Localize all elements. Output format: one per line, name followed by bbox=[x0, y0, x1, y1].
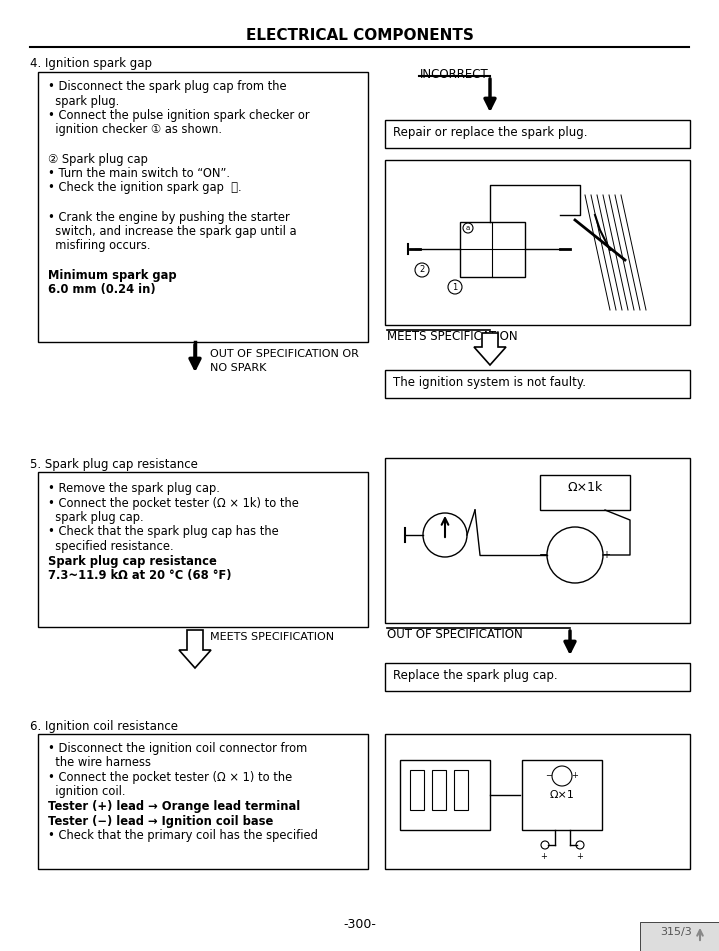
Bar bbox=[540, 475, 630, 510]
Text: a: a bbox=[466, 225, 470, 231]
Bar bbox=[38, 472, 368, 627]
Text: • Crank the engine by pushing the starter: • Crank the engine by pushing the starte… bbox=[48, 210, 290, 223]
Text: +: + bbox=[572, 771, 579, 781]
Bar bbox=[385, 734, 690, 869]
Text: NO SPARK: NO SPARK bbox=[210, 363, 266, 373]
Text: +: + bbox=[541, 852, 547, 861]
Text: • Connect the pocket tester (Ω × 1k) to the: • Connect the pocket tester (Ω × 1k) to … bbox=[48, 496, 299, 510]
Text: Spark plug cap resistance: Spark plug cap resistance bbox=[48, 554, 216, 568]
Text: INCORRECT: INCORRECT bbox=[420, 68, 489, 81]
Text: Ω×1: Ω×1 bbox=[549, 790, 574, 800]
Text: switch, and increase the spark gap until a: switch, and increase the spark gap until… bbox=[48, 225, 297, 238]
Bar bbox=[385, 160, 690, 325]
Text: 7.3~11.9 kΩ at 20 °C (68 °F): 7.3~11.9 kΩ at 20 °C (68 °F) bbox=[48, 569, 232, 582]
Text: 1: 1 bbox=[452, 282, 457, 292]
Bar bbox=[432, 770, 446, 810]
Text: 315/3: 315/3 bbox=[660, 927, 692, 937]
Bar bbox=[410, 770, 424, 810]
Text: • Check that the primary coil has the specified: • Check that the primary coil has the sp… bbox=[48, 829, 318, 842]
Text: • Turn the main switch to “ON”.: • Turn the main switch to “ON”. bbox=[48, 167, 230, 180]
Text: Tester (+) lead → Orange lead terminal: Tester (+) lead → Orange lead terminal bbox=[48, 800, 301, 813]
Text: specified resistance.: specified resistance. bbox=[48, 540, 173, 553]
Text: ignition checker ① as shown.: ignition checker ① as shown. bbox=[48, 124, 222, 137]
Text: Tester (−) lead → Ignition coil base: Tester (−) lead → Ignition coil base bbox=[48, 814, 273, 827]
Bar bbox=[385, 458, 690, 623]
Text: +: + bbox=[577, 852, 583, 861]
Text: Minimum spark gap: Minimum spark gap bbox=[48, 268, 177, 281]
Text: • Check the ignition spark gap  ⓐ.: • Check the ignition spark gap ⓐ. bbox=[48, 182, 242, 195]
Bar bbox=[400, 760, 490, 830]
Text: the wire harness: the wire harness bbox=[48, 756, 151, 769]
Text: −: − bbox=[546, 771, 552, 781]
Text: • Remove the spark plug cap.: • Remove the spark plug cap. bbox=[48, 482, 220, 495]
Bar bbox=[640, 922, 719, 951]
Text: spark plug.: spark plug. bbox=[48, 94, 119, 107]
Text: Replace the spark plug cap.: Replace the spark plug cap. bbox=[393, 669, 558, 682]
Text: • Disconnect the spark plug cap from the: • Disconnect the spark plug cap from the bbox=[48, 80, 287, 93]
Text: Ω×1k: Ω×1k bbox=[567, 481, 603, 494]
Text: MEETS SPECIFICATION: MEETS SPECIFICATION bbox=[210, 632, 334, 642]
Text: MEETS SPECIFICATION: MEETS SPECIFICATION bbox=[387, 330, 518, 343]
Text: OUT OF SPECIFICATION OR: OUT OF SPECIFICATION OR bbox=[210, 349, 359, 359]
Polygon shape bbox=[179, 630, 211, 668]
Text: 6.0 mm (0.24 in): 6.0 mm (0.24 in) bbox=[48, 283, 155, 296]
Bar bbox=[38, 734, 368, 869]
Text: The ignition system is not faulty.: The ignition system is not faulty. bbox=[393, 376, 586, 389]
Text: −: − bbox=[539, 550, 549, 560]
Bar bbox=[385, 120, 690, 148]
Bar bbox=[460, 222, 525, 277]
Text: OUT OF SPECIFICATION: OUT OF SPECIFICATION bbox=[387, 628, 523, 641]
Bar bbox=[522, 760, 602, 830]
Text: ② Spark plug cap: ② Spark plug cap bbox=[48, 152, 148, 165]
Bar bbox=[385, 663, 690, 691]
Text: • Check that the spark plug cap has the: • Check that the spark plug cap has the bbox=[48, 526, 279, 538]
Text: 2: 2 bbox=[419, 265, 425, 275]
Text: 4. Ignition spark gap: 4. Ignition spark gap bbox=[30, 57, 152, 70]
Text: ELECTRICAL COMPONENTS: ELECTRICAL COMPONENTS bbox=[246, 28, 473, 43]
Bar bbox=[454, 770, 468, 810]
Text: ignition coil.: ignition coil. bbox=[48, 786, 126, 799]
Text: +: + bbox=[602, 550, 610, 560]
Text: 6. Ignition coil resistance: 6. Ignition coil resistance bbox=[30, 720, 178, 733]
Text: 5. Spark plug cap resistance: 5. Spark plug cap resistance bbox=[30, 458, 198, 471]
Text: spark plug cap.: spark plug cap. bbox=[48, 511, 144, 524]
Text: • Disconnect the ignition coil connector from: • Disconnect the ignition coil connector… bbox=[48, 742, 307, 755]
Text: misfiring occurs.: misfiring occurs. bbox=[48, 240, 150, 253]
Bar bbox=[385, 370, 690, 398]
Text: • Connect the pulse ignition spark checker or: • Connect the pulse ignition spark check… bbox=[48, 109, 310, 122]
Text: Repair or replace the spark plug.: Repair or replace the spark plug. bbox=[393, 126, 587, 139]
Bar bbox=[38, 72, 368, 342]
Text: -300-: -300- bbox=[343, 918, 376, 931]
Polygon shape bbox=[474, 333, 506, 365]
Text: • Connect the pocket tester (Ω × 1) to the: • Connect the pocket tester (Ω × 1) to t… bbox=[48, 771, 292, 784]
